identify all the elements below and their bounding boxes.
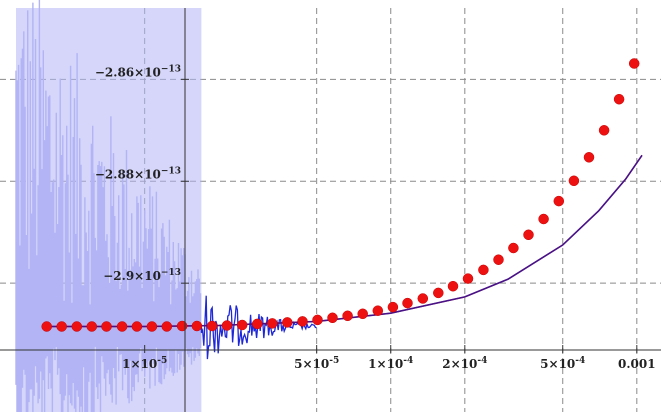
x-tick-label-3: 2×10-4 (442, 356, 487, 371)
data-point (628, 58, 640, 69)
data-point (297, 316, 308, 327)
data-point (462, 273, 474, 284)
data-point (372, 305, 384, 316)
data-point (598, 125, 610, 136)
data-point (583, 152, 595, 163)
data-point (433, 287, 444, 299)
data-point (206, 320, 218, 332)
data-point (86, 321, 98, 332)
data-point (387, 301, 399, 313)
data-point (176, 320, 188, 332)
data-point (56, 321, 67, 332)
data-point (131, 321, 143, 332)
data-point (236, 319, 248, 331)
points-series (41, 58, 640, 332)
data-point (191, 320, 203, 332)
data-point (568, 175, 580, 187)
x-tick-label-0: 1×10-5 (122, 356, 167, 371)
data-point (161, 321, 173, 332)
x-tick-label-4: 5×10-4 (540, 356, 585, 371)
data-point (523, 229, 534, 241)
data-point (417, 293, 429, 304)
data-point (41, 321, 52, 332)
x-tick-label-2: 1×10-4 (368, 356, 413, 371)
x-tick-label-1: 5×10-5 (294, 356, 339, 371)
data-point (342, 310, 353, 322)
data-point (478, 264, 489, 276)
axes (0, 8, 661, 412)
data-point (357, 308, 368, 320)
data-point (327, 312, 338, 324)
data-point (312, 314, 323, 326)
data-point (553, 195, 565, 207)
data-point (282, 317, 293, 328)
data-point (146, 321, 158, 332)
data-point (101, 321, 112, 332)
data-point (116, 321, 128, 332)
noisy-band-series (15, 0, 202, 412)
y-tick-label-0: −2.86×10−13 (95, 64, 181, 79)
data-point (252, 318, 263, 330)
data-point (221, 320, 233, 331)
y-tick-label-1: −2.88×10−13 (95, 166, 181, 181)
noisy-band-spikes (15, 0, 202, 412)
ticks: 1×10-5 5×10-5 1×10-4 2×10-4 5×10-4 0.001 −2.86… (95, 64, 656, 371)
data-point (447, 280, 459, 292)
data-point (613, 93, 625, 105)
x-tick-label-5: 0.001 (618, 357, 656, 371)
data-point (267, 318, 278, 329)
data-point (493, 254, 504, 265)
data-point (402, 297, 413, 309)
y-tick-label-2: −2.9×10−13 (103, 268, 181, 283)
data-point (538, 213, 549, 225)
data-point (508, 242, 519, 254)
data-point (71, 321, 83, 332)
